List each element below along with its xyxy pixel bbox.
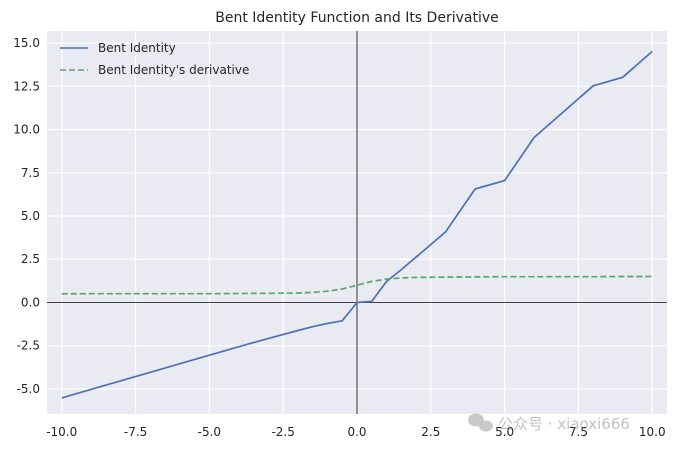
- y-tick-label: -2.5: [17, 339, 40, 353]
- y-tick-label: -5.0: [17, 382, 40, 396]
- x-tick-label: 2.5: [421, 425, 440, 439]
- x-tick-label: 10.0: [639, 425, 666, 439]
- y-tick-label: 0.0: [21, 295, 40, 309]
- x-tick-label: -5.0: [198, 425, 221, 439]
- x-tick-label: 5.0: [495, 425, 514, 439]
- x-tick-label: 7.5: [569, 425, 588, 439]
- x-axis-ticks: -10.0 -7.5 -5.0 -2.5 0.0 2.5 5.0 7.5 10.0: [46, 425, 665, 439]
- x-tick-label: -2.5: [271, 425, 294, 439]
- series-line-bent-identity: [61, 50, 653, 399]
- legend-label-derivative: Bent Identity's derivative: [98, 63, 249, 77]
- y-axis-ticks: -5.0 -2.5 0.0 2.5 5.0 7.5 10.0 12.5 15.0: [13, 36, 40, 396]
- y-tick-label: 10.0: [13, 123, 40, 137]
- series-line-derivative: [61, 275, 653, 295]
- x-tick-label: 0.0: [347, 425, 366, 439]
- legend: Bent Identity Bent Identity's derivative: [60, 41, 249, 77]
- series-layer: [61, 50, 653, 399]
- x-tick-label: -7.5: [124, 425, 147, 439]
- watermark-text: 公众号 · xiaoxi666: [498, 415, 630, 433]
- legend-label-bent-identity: Bent Identity: [98, 41, 176, 55]
- y-tick-label: 2.5: [21, 252, 40, 266]
- wechat-icon: [468, 413, 493, 432]
- y-tick-label: 5.0: [21, 209, 40, 223]
- y-tick-label: 12.5: [13, 79, 40, 93]
- watermark: 公众号 · xiaoxi666: [468, 413, 630, 433]
- x-tick-label: -10.0: [46, 425, 77, 439]
- chart-title: Bent Identity Function and Its Derivativ…: [215, 10, 498, 26]
- y-tick-label: 15.0: [13, 36, 40, 50]
- y-tick-label: 7.5: [21, 166, 40, 180]
